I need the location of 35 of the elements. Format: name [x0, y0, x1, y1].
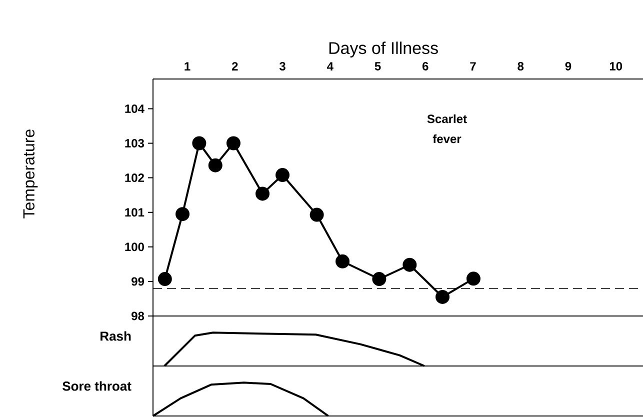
- x-tick-label: 5: [374, 62, 381, 70]
- y-axis-title: Temperature: [23, 130, 38, 218]
- point: [466, 272, 480, 286]
- x-axis-title: Days of Illness: [329, 42, 438, 58]
- point: [372, 272, 386, 286]
- point: [402, 258, 417, 272]
- x-tick-label: 7: [470, 62, 476, 70]
- y-tick-label: 99: [132, 277, 144, 286]
- y-axis-title: Sore throat: [62, 381, 132, 391]
- point: [310, 208, 324, 222]
- y-tick-label: 103: [125, 139, 144, 148]
- point: [336, 254, 350, 268]
- x-tick-label: 9: [565, 62, 572, 70]
- point: [176, 207, 190, 222]
- y-tick-label: 104: [125, 104, 144, 113]
- y-tick-label: 100: [125, 242, 144, 252]
- x-tick-label: 3: [279, 62, 286, 70]
- point: [436, 290, 450, 304]
- point: [192, 136, 206, 150]
- x-tick-label: 4: [326, 62, 334, 70]
- x-tick-label: 6: [422, 62, 428, 70]
- point: [208, 158, 222, 172]
- x-tick-label: 2: [232, 62, 238, 70]
- x-tick-label: 1: [184, 62, 190, 70]
- text: Scarlet fever: [427, 114, 467, 144]
- y-tick-label: 102: [125, 174, 144, 182]
- x-tick-label: 10: [610, 62, 622, 70]
- x-tick-label: 8: [518, 62, 524, 70]
- point: [276, 168, 290, 182]
- y-axis-title: Rash: [100, 331, 131, 341]
- y-tick-label: 98: [132, 312, 144, 320]
- point: [226, 136, 240, 150]
- point: [158, 272, 172, 286]
- point: [256, 186, 270, 201]
- y-tick-label: 101: [125, 208, 144, 217]
